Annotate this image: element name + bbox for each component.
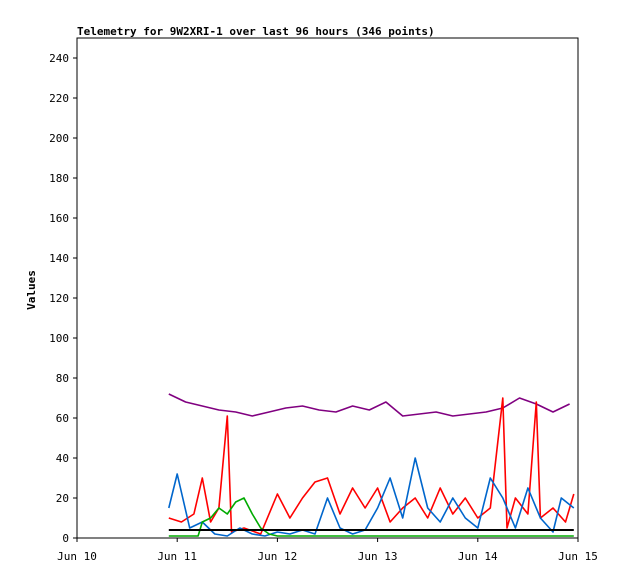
y-tick-label: 120 (49, 292, 69, 305)
x-tick-label: Jun 15 (558, 550, 598, 563)
y-tick-label: 40 (56, 452, 69, 465)
x-tick-label: Jun 12 (258, 550, 298, 563)
x-tick-label: Jun 13 (358, 550, 398, 563)
series-line-0 (168, 393, 570, 417)
y-tick-label: 200 (49, 132, 69, 145)
y-tick-label: 180 (49, 172, 69, 185)
x-tick-label: Jun 11 (157, 550, 197, 563)
y-tick-label: 60 (56, 412, 69, 425)
series-line-2 (168, 457, 575, 537)
x-axis: Jun 10 Jun 11 Jun 12 Jun 13 Jun 14 Jun 15 (57, 538, 598, 563)
y-tick-label: 100 (49, 332, 69, 345)
y-tick-label: 240 (49, 52, 69, 65)
plot-frame (76, 37, 579, 539)
y-axis: 0 20 40 60 80 100 120 140 160 180 200 220 240 (49, 52, 77, 545)
y-tick-label: 20 (56, 492, 69, 505)
y-axis-label: Values (25, 270, 38, 310)
x-tick-label: Jun 14 (458, 550, 498, 563)
x-tick-label: Jun 10 (57, 550, 97, 563)
y-tick-label: 0 (62, 532, 69, 545)
y-tick-label: 80 (56, 372, 69, 385)
y-tick-label: 140 (49, 252, 69, 265)
series-line-1 (168, 397, 575, 535)
chart-title: Telemetry for 9W2XRI-1 over last 96 hour… (77, 25, 435, 38)
series-line-3 (168, 497, 574, 537)
y-tick-label: 220 (49, 92, 69, 105)
series-layer (168, 393, 575, 537)
y-tick-label: 160 (49, 212, 69, 225)
